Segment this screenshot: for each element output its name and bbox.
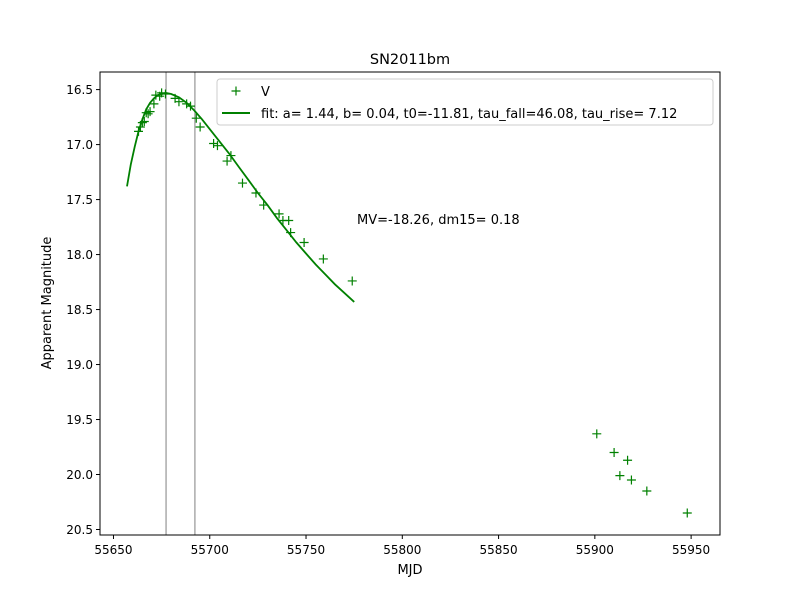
x-axis-label: MJD — [397, 563, 422, 578]
data-point-V — [222, 156, 232, 166]
data-point-V — [209, 138, 219, 148]
data-point-V — [592, 429, 602, 439]
y-tick-label: 20.5 — [66, 523, 93, 537]
fit-curve — [126, 91, 355, 303]
y-axis-label: Apparent Magnitude — [40, 237, 55, 370]
data-point-V — [347, 276, 357, 286]
data-point-V — [145, 107, 155, 117]
y-tick-label: 20.0 — [66, 468, 93, 482]
data-point-V — [626, 475, 636, 485]
y-tick-label: 19.5 — [66, 413, 93, 427]
x-tick-label: 55900 — [576, 543, 614, 557]
plot-area: 55650 55700 55750 55800 55850 55900 55950 16.5… — [66, 71, 721, 557]
legend-marker-V — [231, 86, 241, 96]
x-axis-ticks: 55650 55700 55750 55800 55850 55900 55950 — [94, 535, 710, 557]
data-point-V — [318, 254, 328, 264]
legend-box — [216, 78, 714, 126]
x-tick-label: 55850 — [479, 543, 517, 557]
legend-plus-marker — [231, 86, 241, 96]
x-tick-label: 55800 — [383, 543, 421, 557]
data-point-V — [237, 178, 247, 188]
y-tick-label: 17.0 — [66, 138, 93, 152]
data-point-V — [284, 215, 294, 225]
x-tick-label: 55650 — [94, 543, 132, 557]
y-tick-label: 16.5 — [66, 83, 93, 97]
data-point-V — [682, 508, 692, 518]
x-tick-label: 55950 — [672, 543, 710, 557]
data-point-V — [195, 122, 205, 132]
data-point-V — [615, 471, 625, 481]
data-point-V — [623, 455, 633, 465]
data-point-V — [174, 97, 184, 107]
data-point-V — [149, 99, 159, 109]
x-tick-label: 55750 — [287, 543, 325, 557]
legend-label-V: V — [261, 85, 270, 100]
y-axis-ticks: 16.5 17.0 17.5 18.0 18.5 19.0 19.5 20.0 20.5 — [66, 83, 100, 537]
chart-annotation: MV=-18.26, dm15= 0.18 — [357, 213, 520, 228]
data-point-V — [274, 209, 284, 219]
data-point-V — [299, 237, 309, 247]
data-point-V — [191, 113, 201, 123]
x-tick-label: 55700 — [191, 543, 229, 557]
data-point-V — [212, 141, 222, 151]
reference-lines — [165, 72, 196, 535]
y-tick-label: 18.0 — [66, 248, 93, 262]
data-point-V — [609, 448, 619, 458]
series-layer — [126, 88, 692, 518]
data-point-V — [642, 486, 652, 496]
y-tick-label: 17.5 — [66, 193, 93, 207]
y-tick-label: 19.0 — [66, 358, 93, 372]
plot-frame — [99, 71, 721, 536]
legend: V fit: a= 1.44, b= 0.04, t0=-11.81, tau_… — [216, 78, 714, 126]
chart-title: SN2011bm — [370, 52, 450, 68]
y-tick-label: 18.5 — [66, 303, 93, 317]
legend-label-fit: fit: a= 1.44, b= 0.04, t0=-11.81, tau_fa… — [261, 107, 677, 122]
